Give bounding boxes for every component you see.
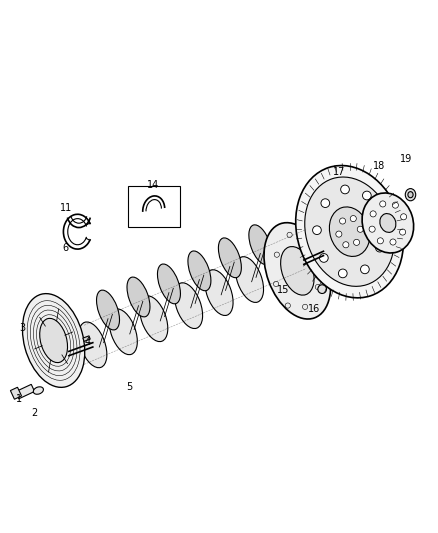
Bar <box>11 387 21 399</box>
Text: 6: 6 <box>63 243 69 253</box>
Circle shape <box>399 229 406 235</box>
Text: 1: 1 <box>16 394 22 404</box>
Ellipse shape <box>188 251 211 291</box>
Text: 19: 19 <box>400 154 412 164</box>
Ellipse shape <box>329 207 370 256</box>
Ellipse shape <box>281 247 314 295</box>
Ellipse shape <box>157 264 180 304</box>
Circle shape <box>360 265 369 273</box>
Circle shape <box>390 239 396 245</box>
Text: 3: 3 <box>19 324 25 333</box>
Ellipse shape <box>40 318 67 362</box>
Ellipse shape <box>96 290 120 330</box>
Circle shape <box>380 201 386 207</box>
Ellipse shape <box>127 277 150 317</box>
Ellipse shape <box>22 294 85 387</box>
Circle shape <box>357 226 364 232</box>
Text: 5: 5 <box>127 383 133 392</box>
Circle shape <box>318 285 326 294</box>
Text: 11: 11 <box>60 203 72 213</box>
Text: 16: 16 <box>308 304 320 314</box>
Text: 18: 18 <box>373 160 385 171</box>
Ellipse shape <box>297 231 325 276</box>
Ellipse shape <box>264 223 331 319</box>
Bar <box>83 336 90 341</box>
Text: 15: 15 <box>277 286 290 295</box>
Circle shape <box>375 243 384 252</box>
Circle shape <box>363 191 371 200</box>
Bar <box>127 186 180 228</box>
Circle shape <box>392 202 399 208</box>
Circle shape <box>336 231 342 237</box>
Ellipse shape <box>140 296 168 342</box>
Ellipse shape <box>305 177 394 286</box>
Ellipse shape <box>33 387 43 394</box>
Circle shape <box>350 215 357 222</box>
Ellipse shape <box>79 322 107 368</box>
Ellipse shape <box>266 244 294 289</box>
Circle shape <box>343 242 349 248</box>
Ellipse shape <box>205 270 233 316</box>
Ellipse shape <box>408 192 413 198</box>
Ellipse shape <box>249 225 272 265</box>
Ellipse shape <box>174 283 203 328</box>
Circle shape <box>353 239 360 245</box>
Ellipse shape <box>219 238 241 278</box>
Circle shape <box>319 254 328 262</box>
Circle shape <box>369 226 375 232</box>
Text: 2: 2 <box>31 408 37 418</box>
Text: 17: 17 <box>332 167 345 176</box>
Ellipse shape <box>109 309 138 354</box>
Circle shape <box>377 238 383 244</box>
Circle shape <box>339 269 347 278</box>
Circle shape <box>321 199 330 207</box>
Ellipse shape <box>235 257 264 302</box>
Bar <box>15 384 35 399</box>
Ellipse shape <box>380 214 396 232</box>
Ellipse shape <box>296 166 403 298</box>
Text: 14: 14 <box>147 180 159 190</box>
Circle shape <box>376 214 385 223</box>
Circle shape <box>341 185 350 194</box>
Ellipse shape <box>362 193 413 253</box>
Circle shape <box>400 214 406 220</box>
Circle shape <box>339 218 346 224</box>
Circle shape <box>370 211 376 217</box>
Ellipse shape <box>405 189 416 201</box>
Circle shape <box>313 226 321 235</box>
Text: 4: 4 <box>85 337 91 347</box>
